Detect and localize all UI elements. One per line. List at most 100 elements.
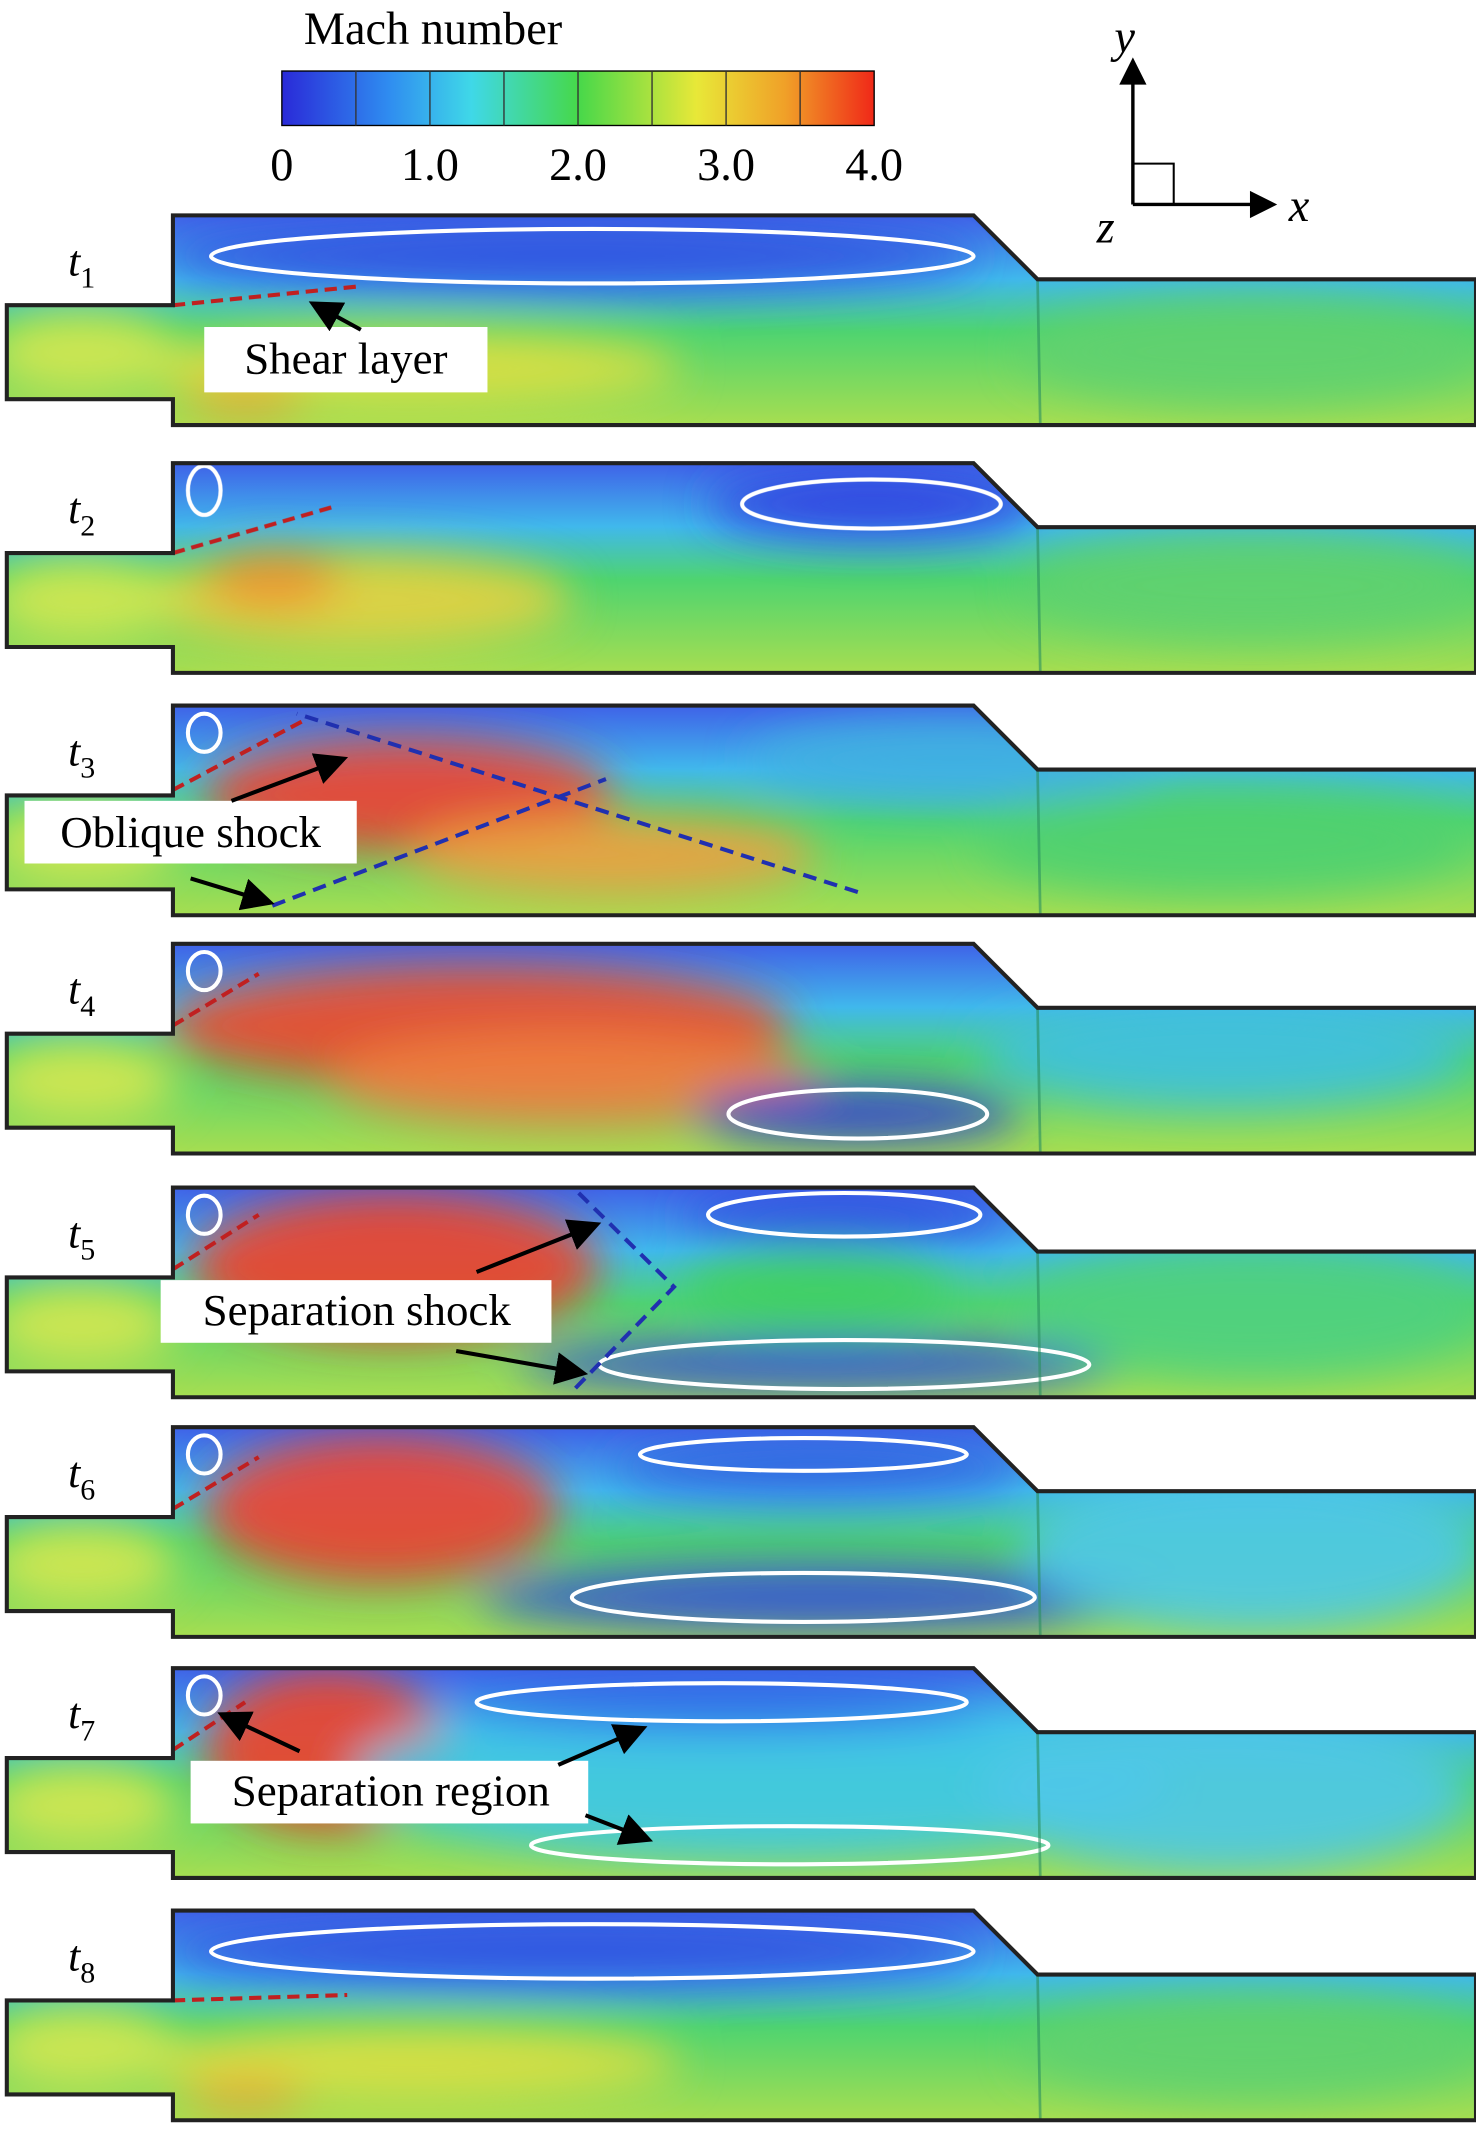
shear-layer (172, 504, 335, 556)
field-blobs (6, 1187, 1476, 1392)
panel-label-letter: t (68, 1932, 81, 1980)
panel-label-subscript: 4 (80, 990, 95, 1023)
streamline (209, 226, 976, 286)
panel-label: t1 (68, 237, 95, 294)
throat-shock (1036, 527, 1042, 673)
streamline (706, 1190, 983, 1239)
shear-layer (171, 972, 260, 1028)
field-blob (680, 1187, 1008, 1243)
field-blobs (6, 719, 1471, 897)
field-blob (6, 1522, 178, 1605)
field-blob (6, 558, 178, 641)
panel-label: t7 (68, 1690, 95, 1747)
field-blob (6, 2005, 178, 2088)
streamline (740, 477, 1003, 531)
panel-label-letter: t (68, 1209, 81, 1257)
z-axis-label: z (1096, 203, 1115, 254)
panel (6, 1427, 1476, 1637)
streamline (637, 1436, 969, 1473)
field-blob (980, 1709, 1471, 1873)
field-blob (136, 551, 572, 647)
shear-layer (171, 717, 308, 792)
streamline (474, 1681, 969, 1724)
field-blob (748, 719, 1158, 801)
field-blobs (6, 964, 1471, 1144)
panel-label: t2 (68, 485, 95, 542)
field-blob (680, 1248, 954, 1331)
panel-label: t4 (68, 966, 95, 1023)
colorbar-dividers (355, 71, 801, 126)
x-axis-label: x (1288, 181, 1310, 232)
panel-label-letter: t (68, 727, 81, 775)
throat-shock (1036, 1251, 1042, 1398)
y-axis-label: y (1110, 12, 1135, 63)
panel (6, 1910, 1476, 2121)
wall (4, 941, 1476, 1156)
field-blob (204, 1434, 559, 1584)
field-blob (1021, 1992, 1476, 2102)
panel-label: t6 (68, 1449, 95, 1506)
wall (4, 461, 1476, 675)
panel-label-letter: t (68, 485, 81, 533)
streamline (209, 1922, 976, 1981)
wall (4, 1666, 1476, 1880)
panel (6, 943, 1476, 1154)
shear-layer (171, 1455, 260, 1511)
panel-label: t8 (68, 1932, 95, 1989)
field-blob (6, 1039, 178, 1121)
streamline (185, 711, 223, 754)
panel-label-subscript: 2 (80, 509, 95, 542)
panel (6, 463, 1476, 673)
streamline (185, 463, 223, 517)
panel-label-subscript: 1 (80, 262, 95, 295)
panel-label-subscript: 6 (80, 1473, 95, 1506)
field-blobs (6, 1916, 1476, 2111)
panel-label-letter: t (68, 1449, 81, 1497)
colorbar-tick-label: 2.0 (549, 140, 607, 191)
streamline (185, 1193, 223, 1236)
field-blob (183, 2078, 307, 2111)
field-blob (163, 220, 981, 292)
field-blob (980, 787, 1471, 897)
coordinate-axes: y x z (1096, 12, 1310, 254)
throat-shock (1036, 279, 1042, 426)
colorbar-tick-label: 4.0 (845, 140, 903, 191)
panel (6, 215, 1476, 426)
wall (4, 1908, 1476, 2123)
streamline (185, 1674, 223, 1717)
colorbar-tick-label: 1.0 (401, 140, 459, 191)
field-blob (163, 1916, 981, 1987)
streamline (185, 949, 223, 993)
wall (4, 213, 1476, 428)
annotation: Separation shock (203, 1285, 512, 1335)
annotations: Shear layer Oblique shock Separation sho… (24, 301, 859, 1845)
wall (4, 703, 1476, 918)
panel-label-letter: t (68, 1690, 81, 1738)
field-blob (1021, 1242, 1476, 1379)
annotation: Oblique shock (60, 807, 321, 857)
field-blob (326, 1032, 817, 1128)
throat-shock (1036, 1974, 1042, 2121)
wall (4, 1425, 1476, 1639)
panel-label-subscript: 3 (80, 752, 95, 785)
shear-layer (172, 1992, 348, 2003)
field-blob (612, 1440, 1022, 1496)
panel-label: t5 (68, 1209, 95, 1266)
panel-label-letter: t (68, 237, 81, 285)
field-blob (6, 310, 178, 393)
throat-shock (1036, 1491, 1042, 1637)
field-blob (204, 548, 341, 609)
field-blob (449, 1675, 994, 1730)
streamline (726, 1087, 990, 1141)
field-blob (517, 1337, 1117, 1392)
field-blob (980, 998, 1471, 1108)
colorbar-tick-label: 0 (270, 140, 293, 191)
shear-layer (172, 284, 362, 308)
panel-label: t3 (68, 727, 95, 784)
field-blob (694, 1084, 1022, 1144)
panel-label-subscript: 5 (80, 1234, 95, 1267)
field-blob (1021, 1468, 1476, 1632)
colorbar-tick-label: 3.0 (697, 140, 755, 191)
